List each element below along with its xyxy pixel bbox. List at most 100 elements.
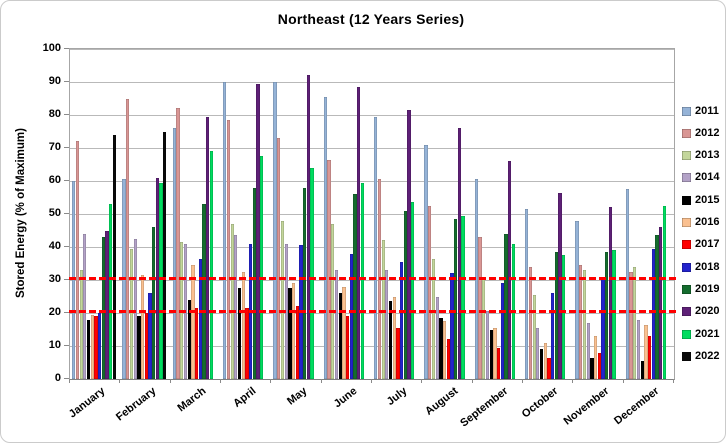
y-tick-label: 90 bbox=[48, 75, 61, 87]
reference-line bbox=[69, 277, 677, 280]
x-axis-tick bbox=[572, 379, 574, 383]
bar-2013-october bbox=[532, 294, 536, 379]
x-axis-tick bbox=[270, 379, 272, 383]
bar-2017-november bbox=[597, 352, 601, 379]
gridline bbox=[70, 313, 674, 314]
bar-2016-december bbox=[644, 324, 648, 379]
legend-item-2013: 2013 bbox=[682, 150, 719, 162]
legend-label: 2021 bbox=[695, 327, 720, 340]
y-axis-tick bbox=[64, 147, 69, 148]
bar-2020-august bbox=[457, 128, 462, 379]
legend-item-2011: 2011 bbox=[682, 105, 719, 117]
bar-2014-august bbox=[435, 296, 439, 379]
y-tick-label: 60 bbox=[48, 174, 61, 186]
bar-2016-january bbox=[90, 314, 94, 379]
bar-2018-february bbox=[148, 293, 152, 379]
bar-2014-april bbox=[234, 235, 238, 379]
bar-2012-december bbox=[629, 271, 633, 379]
gridline bbox=[70, 82, 674, 83]
bar-2013-may bbox=[280, 220, 285, 379]
bar-2012-october bbox=[528, 266, 533, 379]
legend-item-2021: 2021 bbox=[682, 328, 719, 340]
y-axis-tick bbox=[64, 345, 69, 346]
bar-2011-january bbox=[72, 181, 76, 379]
bar-2021-october bbox=[562, 255, 566, 379]
bar-2013-december bbox=[633, 266, 637, 379]
y-axis-tick bbox=[64, 81, 69, 82]
y-tick-label: 20 bbox=[48, 306, 61, 318]
bar-2019-november bbox=[605, 251, 609, 379]
bar-2016-september bbox=[493, 327, 497, 379]
bar-2020-september bbox=[508, 161, 512, 379]
bar-2020-november bbox=[608, 207, 613, 379]
bar-2011-june bbox=[323, 96, 328, 379]
bar-2015-april bbox=[237, 288, 242, 379]
bar-2015-july bbox=[388, 301, 393, 379]
legend-label: 2022 bbox=[695, 349, 720, 362]
bar-2016-march bbox=[191, 265, 195, 379]
bar-2017-january bbox=[94, 316, 98, 379]
legend-label: 2020 bbox=[695, 305, 720, 318]
bar-2014-july bbox=[385, 270, 389, 379]
legend-label: 2015 bbox=[695, 193, 720, 206]
bar-2018-december bbox=[651, 248, 655, 379]
bar-2015-december bbox=[640, 360, 644, 379]
legend-swatch-2021 bbox=[682, 329, 691, 339]
y-tick-label: 10 bbox=[48, 339, 61, 351]
legend-item-2015: 2015 bbox=[682, 194, 719, 206]
bar-2019-may bbox=[303, 187, 307, 379]
chart-title: Northeast (12 Years Series) bbox=[277, 11, 465, 27]
bar-2012-april bbox=[226, 119, 231, 379]
bar-2019-december bbox=[655, 235, 659, 379]
bar-2011-may bbox=[273, 82, 277, 379]
bar-2011-march bbox=[172, 128, 177, 379]
bar-2017-october bbox=[547, 357, 551, 379]
x-axis-tick bbox=[320, 379, 322, 383]
bar-2011-april bbox=[223, 82, 227, 379]
bar-2021-march bbox=[209, 151, 214, 379]
bar-2013-july bbox=[381, 240, 385, 379]
bar-2022-january bbox=[112, 134, 117, 379]
bar-2017-june bbox=[345, 316, 350, 379]
bar-2015-september bbox=[489, 329, 493, 379]
bar-2012-january bbox=[75, 141, 80, 379]
bar-2016-may bbox=[291, 283, 296, 379]
gridline bbox=[70, 115, 674, 116]
x-axis-tick bbox=[169, 379, 171, 383]
bar-2022-february bbox=[163, 131, 167, 379]
bar-2014-february bbox=[133, 238, 137, 379]
x-axis-tick bbox=[220, 379, 221, 383]
legend-swatch-2022 bbox=[682, 351, 691, 361]
y-axis-tick bbox=[64, 246, 69, 247]
bar-2017-july bbox=[396, 327, 400, 379]
bar-2015-august bbox=[439, 317, 443, 379]
bar-2018-september bbox=[500, 283, 504, 379]
bar-2015-november bbox=[590, 357, 594, 379]
bar-2018-march bbox=[198, 258, 202, 379]
bar-2019-july bbox=[403, 210, 407, 379]
bar-2020-december bbox=[659, 227, 663, 379]
y-tick-label: 40 bbox=[48, 240, 61, 252]
legend-label: 2012 bbox=[695, 126, 720, 139]
gridline bbox=[70, 148, 674, 149]
bar-2014-june bbox=[334, 270, 339, 379]
bar-2017-may bbox=[295, 306, 299, 379]
bar-2018-january bbox=[98, 313, 102, 379]
legend-swatch-2019 bbox=[682, 284, 691, 294]
bar-2016-november bbox=[593, 336, 598, 379]
bar-2017-september bbox=[496, 347, 501, 379]
legend: 2011 2012 2013 2014 2015 2016 2017 2018 2019 2020… bbox=[682, 1, 725, 442]
bar-2013-august bbox=[431, 258, 436, 379]
bar-2014-january bbox=[83, 233, 87, 379]
legend-swatch-2020 bbox=[682, 307, 691, 317]
y-tick-label: 70 bbox=[48, 141, 61, 153]
bar-2013-february bbox=[129, 248, 134, 379]
bar-2021-april bbox=[260, 156, 264, 379]
bar-2021-june bbox=[360, 182, 365, 379]
x-axis-tick bbox=[119, 379, 121, 383]
bar-2020-january bbox=[105, 230, 109, 379]
bar-2018-june bbox=[349, 253, 353, 379]
bar-2018-october bbox=[551, 293, 555, 379]
bar-2012-june bbox=[327, 159, 331, 379]
